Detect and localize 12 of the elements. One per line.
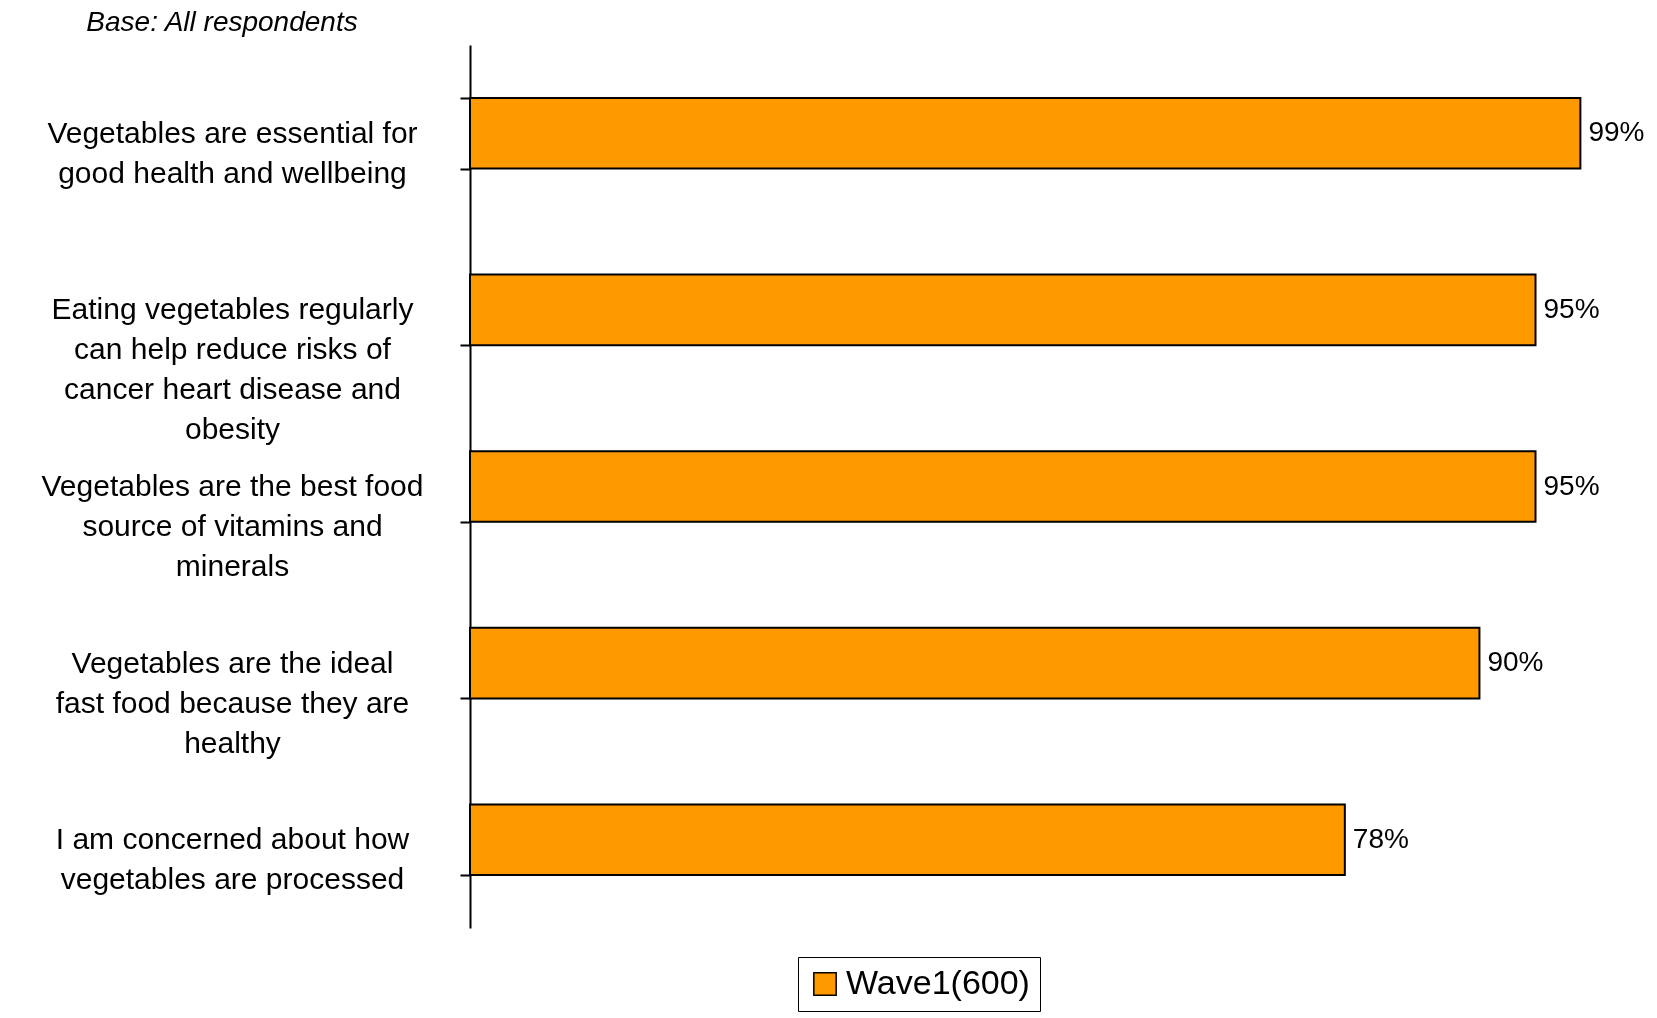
y-tick-label: Vegetables are essential for good health and wellbeing <box>47 115 418 189</box>
data-label: 90% <box>1487 646 1544 678</box>
y-tick-label: Eating vegetables regularly can help reduce risks of cancer heart disease and obesity <box>51 292 414 446</box>
data-label: 78% <box>1352 822 1409 854</box>
data-label: 99% <box>1588 116 1645 148</box>
y-tick-label: Vegetables are the ideal fast food because they are healthy <box>55 645 410 759</box>
y-tick-label: Vegetables are the best food source of vitamins and minerals <box>41 469 424 582</box>
text: Base: All respondents <box>86 6 358 37</box>
y-tick-label: I am concerned about how vegetables are processed <box>55 822 410 896</box>
data-label: 95% <box>1543 469 1600 501</box>
legend-label: Wave1(600) <box>846 963 1030 1001</box>
data-label: 95% <box>1543 292 1600 324</box>
